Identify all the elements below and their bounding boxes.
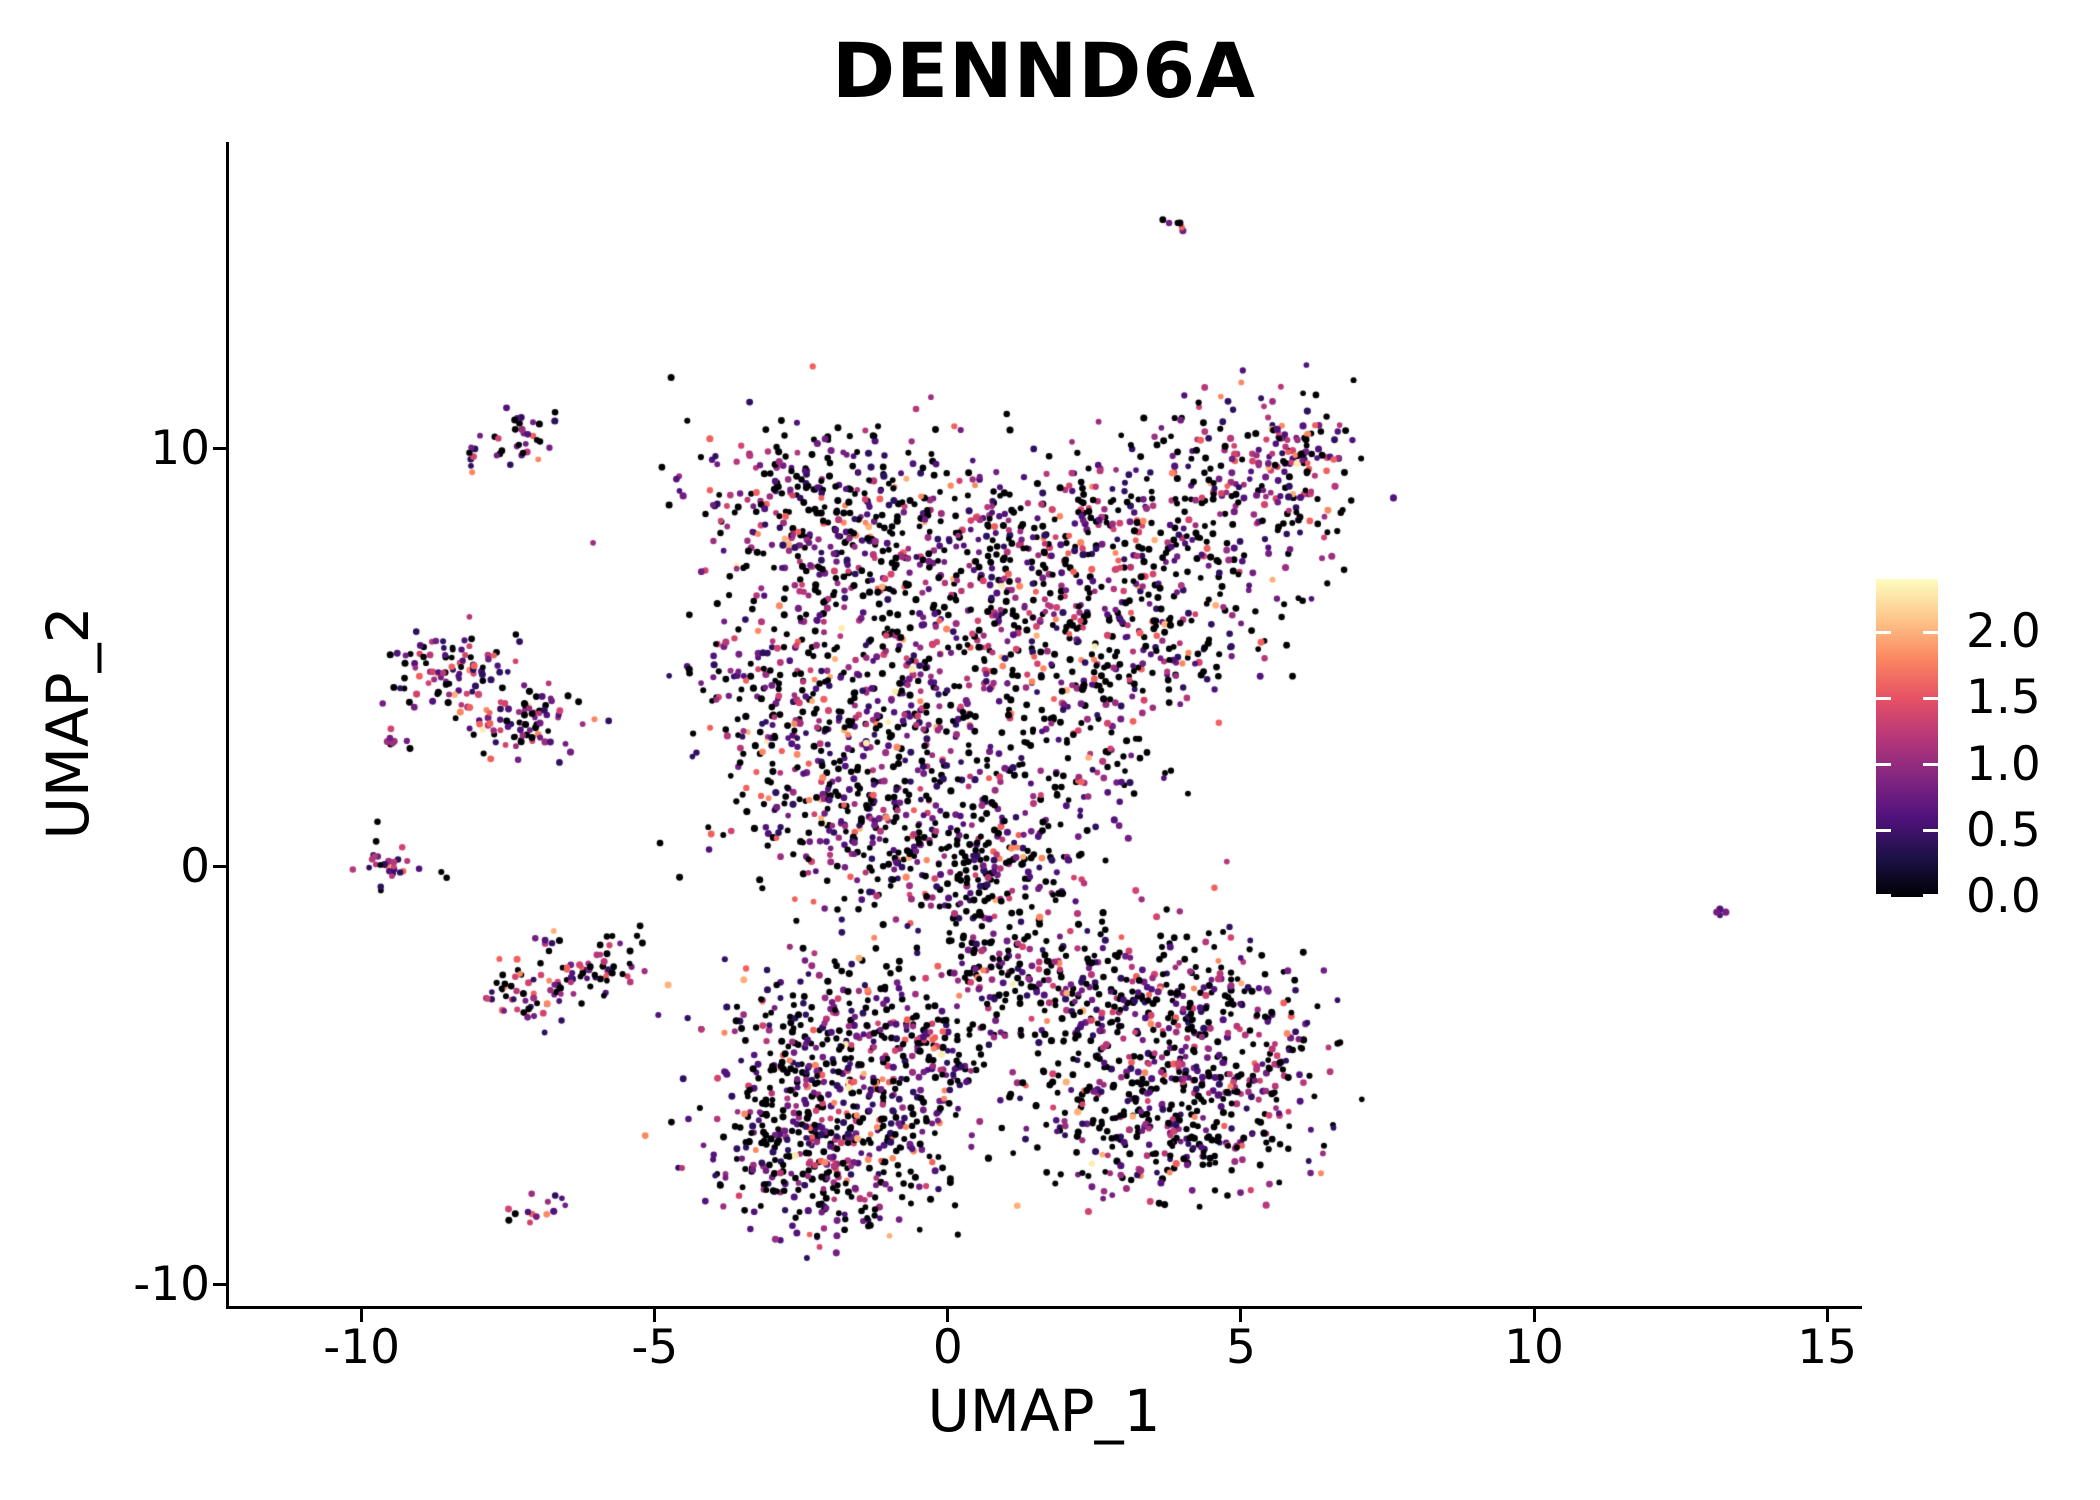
y-tick-label: 0	[180, 838, 210, 894]
y-tick-mark	[213, 865, 226, 869]
x-tick-label: -10	[323, 1320, 401, 1375]
colorbar-tick	[1876, 894, 1891, 897]
y-axis-line	[226, 142, 229, 1308]
x-tick-mark	[1239, 1309, 1243, 1322]
colorbar-label: 1.0	[1966, 736, 2041, 792]
colorbar-tick	[1876, 763, 1891, 766]
y-tick-label: 10	[150, 420, 210, 476]
colorbar-label: 0.0	[1966, 869, 2041, 924]
x-axis-title: UMAP_1	[927, 1377, 1161, 1445]
plot-title: DENND6A	[832, 26, 1256, 115]
x-tick-mark	[1825, 1309, 1829, 1322]
x-axis-line	[226, 1306, 1862, 1309]
colorbar-label: 0.5	[1966, 802, 2041, 858]
x-tick-label: 0	[932, 1320, 963, 1375]
x-tick-label: 15	[1797, 1320, 1858, 1375]
x-tick-label: 5	[1226, 1320, 1256, 1375]
colorbar-tick	[1876, 630, 1891, 634]
colorbar-tick	[1876, 829, 1891, 833]
x-tick-mark	[946, 1309, 950, 1322]
y-tick-label: -10	[133, 1256, 210, 1312]
colorbar-tick	[1923, 630, 1938, 634]
colorbar-label: 1.5	[1966, 670, 2041, 726]
x-tick-mark	[1532, 1309, 1536, 1322]
x-tick-label: 10	[1504, 1320, 1564, 1375]
colorbar-tick	[1923, 763, 1938, 766]
colorbar-tick	[1876, 696, 1891, 700]
colorbar-gradient	[1876, 579, 1938, 897]
colorbar-label: 2.0	[1966, 604, 2041, 659]
colorbar-tick	[1923, 829, 1938, 833]
expression-colorbar	[1876, 579, 1938, 897]
colorbar-tick	[1923, 696, 1938, 700]
y-axis-title: UMAP_2	[34, 606, 102, 840]
colorbar-tick	[1923, 894, 1938, 897]
x-tick-mark	[360, 1309, 364, 1322]
x-tick-label: -5	[631, 1320, 679, 1375]
y-tick-mark	[213, 447, 226, 451]
x-tick-mark	[653, 1309, 657, 1322]
y-tick-mark	[213, 1283, 226, 1287]
